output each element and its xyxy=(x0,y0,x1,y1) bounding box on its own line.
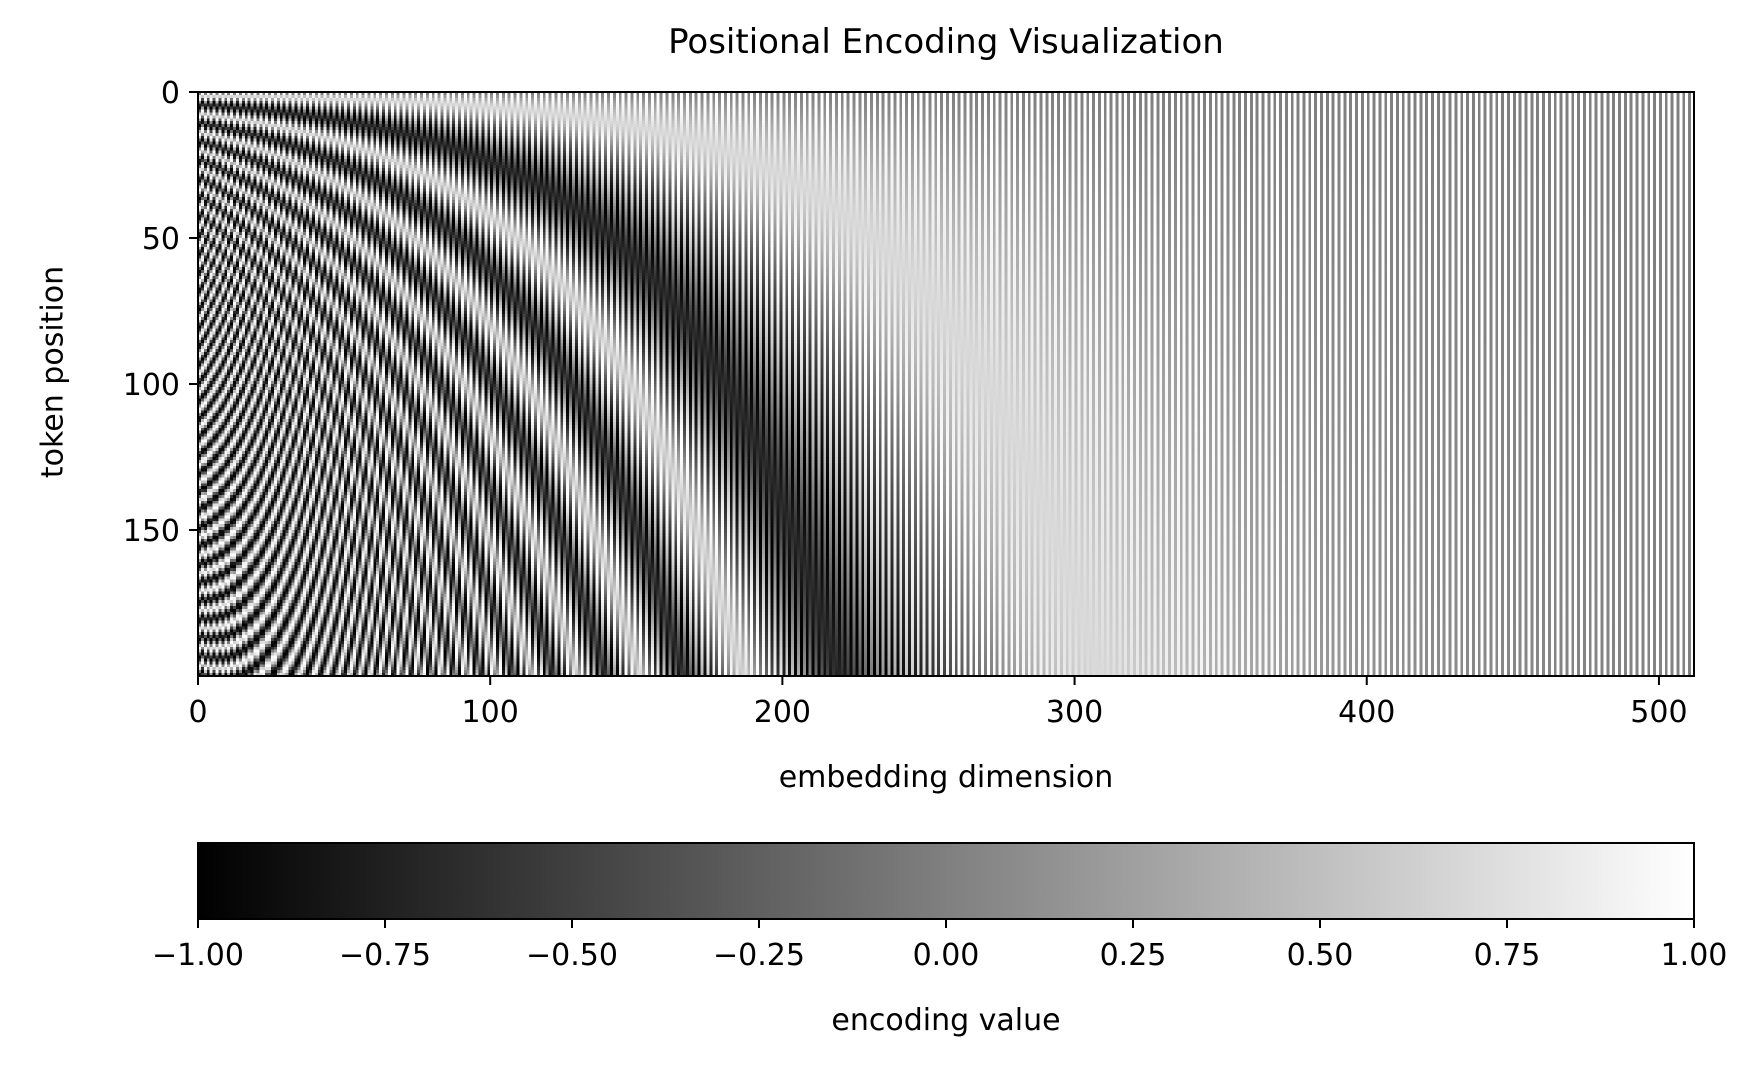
x-axis: 0 100 200 300 400 500 xyxy=(188,676,1688,730)
colorbar-tick-label: −0.50 xyxy=(526,938,618,973)
colorbar-tick-label: 1.00 xyxy=(1661,938,1728,973)
x-tick-label: 200 xyxy=(754,695,811,730)
colorbar-tick-label: 0.50 xyxy=(1287,938,1354,973)
y-tick-label: 100 xyxy=(123,368,180,403)
colorbar-tick-label: 0.25 xyxy=(1100,938,1167,973)
heatmap xyxy=(198,92,1694,676)
colorbar xyxy=(197,842,1695,920)
y-tick-label: 150 xyxy=(123,514,180,549)
heatmap-image xyxy=(198,92,1694,676)
colorbar-tick-label: −1.00 xyxy=(152,938,244,973)
x-tick-label: 300 xyxy=(1046,695,1103,730)
colorbar-tick-label: 0.00 xyxy=(913,938,980,973)
chart-title: Positional Encoding Visualization xyxy=(668,22,1224,62)
colorbar-label: encoding value xyxy=(831,1003,1061,1038)
x-tick-label: 100 xyxy=(462,695,519,730)
y-axis-label: token position xyxy=(35,265,71,479)
x-tick-label: 500 xyxy=(1630,695,1687,730)
colorbar-tick-label: −0.75 xyxy=(339,938,431,973)
colorbar-tick-label: 0.75 xyxy=(1474,938,1541,973)
x-tick-label: 400 xyxy=(1338,695,1395,730)
colorbar-axis: −1.00 −0.75 −0.50 −0.25 0.00 0.25 0.50 0.75 1.00 xyxy=(152,919,1727,973)
y-axis: 0 50 100 150 xyxy=(123,76,198,549)
y-tick-label: 50 xyxy=(142,222,180,257)
colorbar-tick-label: −0.25 xyxy=(713,938,805,973)
y-tick-label: 0 xyxy=(161,76,180,111)
x-axis-label: embedding dimension xyxy=(778,760,1114,795)
x-tick-label: 0 xyxy=(188,695,207,730)
